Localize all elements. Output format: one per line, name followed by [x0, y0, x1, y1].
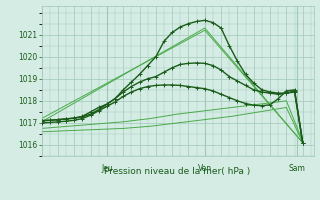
Text: Ven: Ven	[198, 164, 212, 173]
Text: Sam: Sam	[289, 164, 306, 173]
Text: Jeu: Jeu	[101, 164, 113, 173]
X-axis label: Pression niveau de la mer( hPa ): Pression niveau de la mer( hPa )	[104, 167, 251, 176]
